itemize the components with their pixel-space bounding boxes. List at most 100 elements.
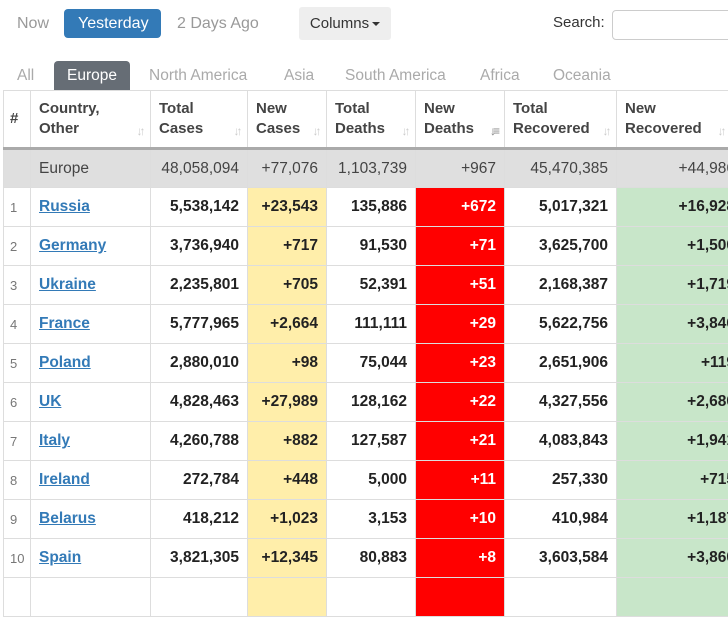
header-country[interactable]: Country,Other↓↑ <box>31 91 151 149</box>
caret-down-icon <box>372 22 380 26</box>
tab-oceania[interactable]: Oceania <box>540 61 624 91</box>
sort-icon[interactable]: ↓↑ <box>229 124 244 138</box>
new-recovered <box>617 578 728 617</box>
total-cases: 4,828,463 <box>151 383 248 422</box>
country-link[interactable]: Ireland <box>39 471 90 488</box>
total-cases: 5,777,965 <box>151 305 248 344</box>
now-button[interactable]: Now <box>3 9 63 38</box>
total-deaths: 1,103,739 <box>327 149 416 188</box>
toolbar: Now Yesterday 2 Days Ago Columns Search: <box>0 8 728 40</box>
search-input[interactable] <box>612 10 728 40</box>
total-cases <box>151 578 248 617</box>
yesterday-button[interactable]: Yesterday <box>64 9 161 38</box>
columns-dropdown[interactable]: Columns <box>299 7 391 40</box>
new-deaths: +8 <box>416 539 505 578</box>
country-link[interactable]: Russia <box>39 198 90 215</box>
total-cases: 418,212 <box>151 500 248 539</box>
tab-south-america[interactable]: South America <box>332 61 459 91</box>
header-line: Total <box>513 99 596 119</box>
country-cell: UK <box>31 383 151 422</box>
header-line: Deaths <box>424 119 484 139</box>
total-deaths: 5,000 <box>327 461 416 500</box>
country-link[interactable]: Germany <box>39 237 106 254</box>
tab-europe[interactable]: Europe <box>54 61 130 91</box>
sort-icon[interactable]: ↓↑ <box>397 124 412 138</box>
total-recovered: 2,651,906 <box>505 344 617 383</box>
row-number <box>4 578 31 617</box>
row-number: 6 <box>4 383 31 422</box>
total-recovered: 5,017,321 <box>505 188 617 227</box>
sort-icon[interactable]: ↓↑ <box>132 124 147 138</box>
new-cases: +882 <box>248 422 327 461</box>
new-recovered: +3,860 <box>617 539 728 578</box>
total-deaths: 52,391 <box>327 266 416 305</box>
country-cell: Ireland <box>31 461 151 500</box>
row-number: 4 <box>4 305 31 344</box>
new-recovered: +3,846 <box>617 305 728 344</box>
total-recovered: 4,083,843 <box>505 422 617 461</box>
tab-north-america[interactable]: North America <box>136 61 260 91</box>
country-cell: Belarus <box>31 500 151 539</box>
total-deaths <box>327 578 416 617</box>
total-cases: 3,821,305 <box>151 539 248 578</box>
row-number: 5 <box>4 344 31 383</box>
sort-icon[interactable]: ↓↑ <box>308 124 323 138</box>
tab-africa[interactable]: Africa <box>467 61 533 91</box>
country-link[interactable]: Italy <box>39 432 70 449</box>
new-recovered: +1,500 <box>617 227 728 266</box>
total-cases: 3,736,940 <box>151 227 248 266</box>
new-deaths: +29 <box>416 305 505 344</box>
row-number: 8 <box>4 461 31 500</box>
total-deaths: 135,886 <box>327 188 416 227</box>
country-cell: France <box>31 305 151 344</box>
new-recovered: +1,187 <box>617 500 728 539</box>
header-line: Other <box>39 119 130 139</box>
sort-icon[interactable]: ↓↑ <box>598 124 613 138</box>
country-link[interactable]: Poland <box>39 354 91 371</box>
columns-label: Columns <box>310 15 369 32</box>
country-link[interactable]: UK <box>39 393 61 410</box>
total-deaths: 127,587 <box>327 422 416 461</box>
new-deaths: +71 <box>416 227 505 266</box>
new-cases <box>248 578 327 617</box>
total-cases: 48,058,094 <box>151 149 248 188</box>
total-deaths: 80,883 <box>327 539 416 578</box>
country-link[interactable]: France <box>39 315 90 332</box>
country-link[interactable]: Spain <box>39 549 81 566</box>
total-new-cases: +77,076 <box>248 149 327 188</box>
total-deaths: 128,162 <box>327 383 416 422</box>
sort-icon[interactable]: ↓↑ <box>713 124 728 138</box>
total-deaths: 91,530 <box>327 227 416 266</box>
new-deaths: +11 <box>416 461 505 500</box>
new-recovered: +1,941 <box>617 422 728 461</box>
country-link[interactable]: Belarus <box>39 510 96 527</box>
total-cases: 272,784 <box>151 461 248 500</box>
tab-all[interactable]: All <box>4 61 47 91</box>
header-line: New <box>256 99 306 119</box>
country-link[interactable]: Ukraine <box>39 276 96 293</box>
tab-asia[interactable]: Asia <box>271 61 327 91</box>
new-deaths: +21 <box>416 422 505 461</box>
new-recovered: +119 <box>617 344 728 383</box>
sort-desc-icon[interactable]: ↓≡ <box>486 124 501 138</box>
total-recovered: 257,330 <box>505 461 617 500</box>
total-deaths: 111,111 <box>327 305 416 344</box>
new-cases: +2,664 <box>248 305 327 344</box>
total-recovered: 4,327,556 <box>505 383 617 422</box>
two-days-ago-button[interactable]: 2 Days Ago <box>163 9 273 38</box>
row-number: 9 <box>4 500 31 539</box>
total-deaths: 75,044 <box>327 344 416 383</box>
